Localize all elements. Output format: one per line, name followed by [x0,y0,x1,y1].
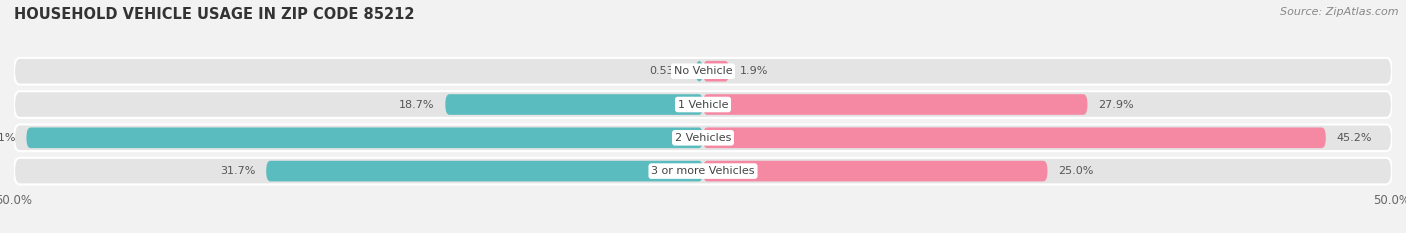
Text: HOUSEHOLD VEHICLE USAGE IN ZIP CODE 85212: HOUSEHOLD VEHICLE USAGE IN ZIP CODE 8521… [14,7,415,22]
FancyBboxPatch shape [446,94,703,115]
Text: 18.7%: 18.7% [399,99,434,110]
FancyBboxPatch shape [703,94,1087,115]
FancyBboxPatch shape [703,127,1326,148]
Text: 25.0%: 25.0% [1059,166,1094,176]
FancyBboxPatch shape [266,161,703,182]
FancyBboxPatch shape [27,127,703,148]
Text: 1.9%: 1.9% [740,66,769,76]
Text: 31.7%: 31.7% [219,166,254,176]
Text: 1 Vehicle: 1 Vehicle [678,99,728,110]
Text: No Vehicle: No Vehicle [673,66,733,76]
Text: 0.53%: 0.53% [650,66,685,76]
FancyBboxPatch shape [703,161,1047,182]
FancyBboxPatch shape [696,61,703,82]
FancyBboxPatch shape [14,58,1392,85]
FancyBboxPatch shape [14,91,1392,118]
Text: 49.1%: 49.1% [0,133,15,143]
FancyBboxPatch shape [703,61,730,82]
Text: Source: ZipAtlas.com: Source: ZipAtlas.com [1281,7,1399,17]
Text: 45.2%: 45.2% [1337,133,1372,143]
Text: 2 Vehicles: 2 Vehicles [675,133,731,143]
Text: 27.9%: 27.9% [1098,99,1135,110]
FancyBboxPatch shape [14,158,1392,184]
FancyBboxPatch shape [14,124,1392,151]
Text: 3 or more Vehicles: 3 or more Vehicles [651,166,755,176]
